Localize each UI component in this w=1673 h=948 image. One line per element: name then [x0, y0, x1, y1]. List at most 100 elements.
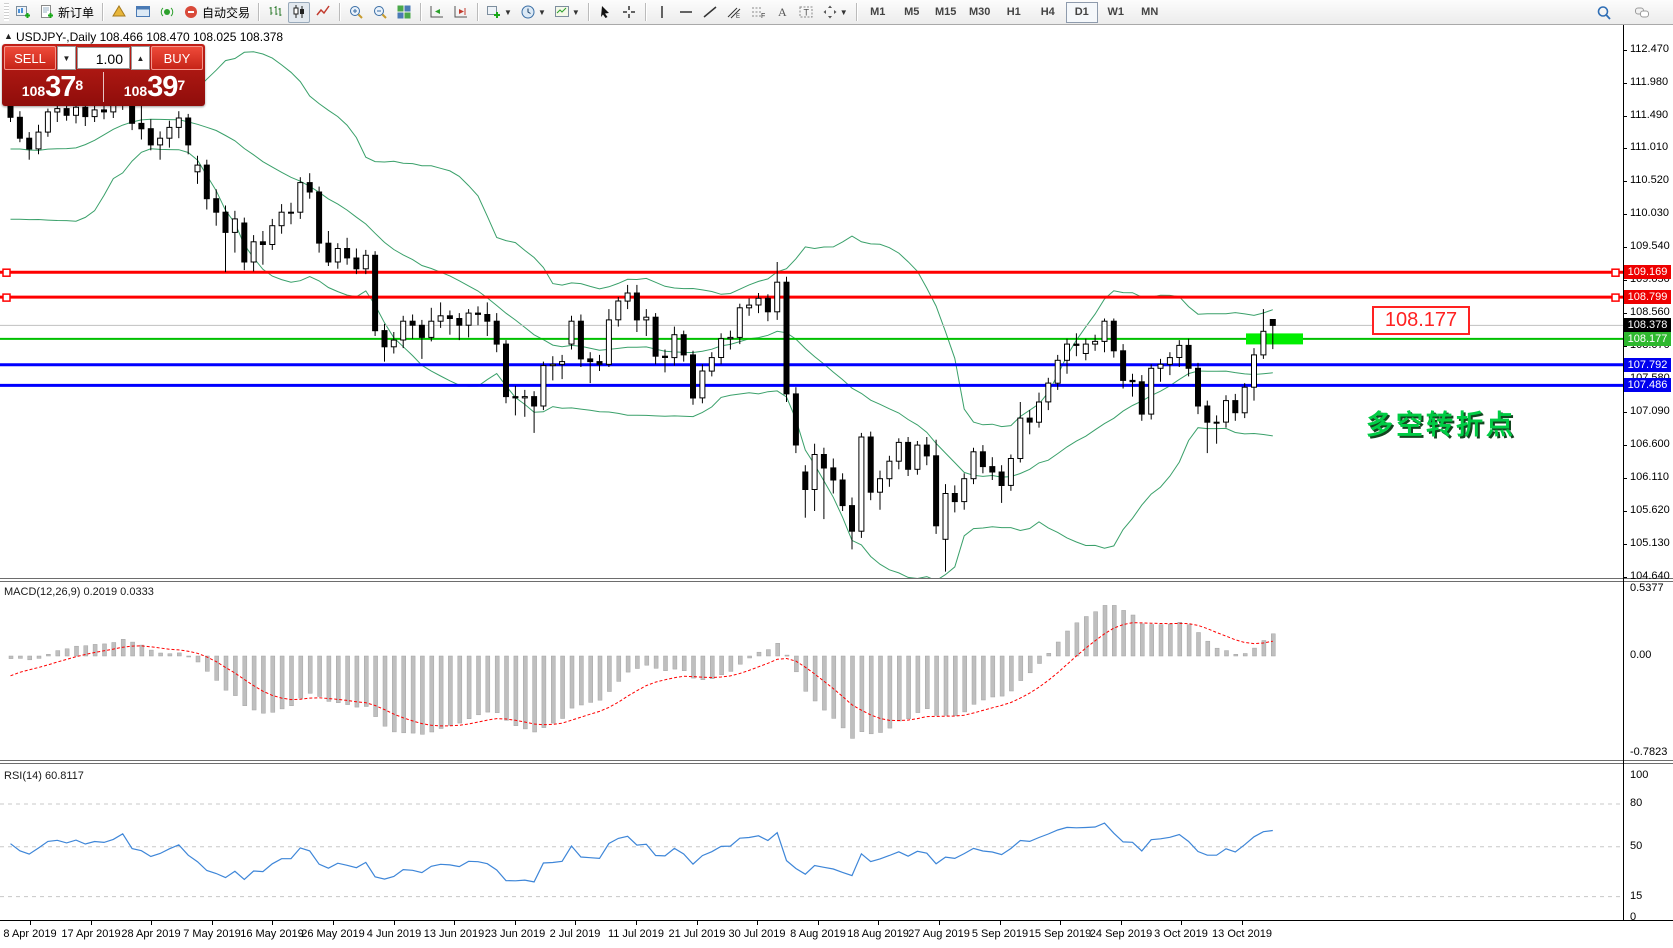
- date-tick: [878, 921, 879, 925]
- volume-increase-button[interactable]: ▲: [131, 46, 150, 70]
- macd-canvas[interactable]: [0, 582, 1623, 760]
- candle-body: [475, 312, 481, 315]
- svg-text:F: F: [761, 13, 765, 20]
- line-handle[interactable]: [2, 268, 11, 277]
- candle-body: [540, 365, 547, 407]
- macd-bar: [971, 655, 977, 705]
- navigator-button[interactable]: [156, 2, 178, 23]
- sell-price-big: 37: [45, 71, 76, 103]
- zoom-out-button[interactable]: [369, 2, 391, 23]
- community-button[interactable]: [1631, 2, 1653, 23]
- macd-bar: [663, 655, 668, 671]
- arrows-button[interactable]: ▼: [819, 2, 851, 23]
- level-highlight-rect[interactable]: [1246, 333, 1303, 345]
- volume-decrease-button[interactable]: ▼: [57, 46, 76, 70]
- timeframe-d1-button[interactable]: D1: [1065, 1, 1098, 23]
- macd-bar: [1121, 610, 1126, 657]
- macd-bar: [130, 641, 135, 657]
- timeframe-mn-button[interactable]: MN: [1141, 6, 1159, 18]
- panel-separator[interactable]: [0, 578, 1673, 582]
- timeframe-h4-button[interactable]: H4: [1040, 6, 1055, 18]
- macd-bar: [962, 655, 967, 713]
- crosshair-button[interactable]: [618, 2, 640, 23]
- macd-bar: [878, 655, 883, 733]
- one-click-collapse-icon[interactable]: ▲: [4, 31, 13, 41]
- line-handle[interactable]: [2, 293, 11, 302]
- data-window-button[interactable]: [132, 2, 154, 23]
- buy-price[interactable]: 108 39 7: [104, 70, 205, 104]
- vertical-line-button[interactable]: [651, 2, 673, 23]
- toolbar-grip[interactable]: [4, 3, 9, 21]
- macd-axis-label: 0.00: [1630, 649, 1652, 661]
- text-button[interactable]: A: [771, 2, 793, 23]
- horizontal-line-button[interactable]: [675, 2, 697, 23]
- candle-body: [194, 164, 201, 173]
- volume-input[interactable]: 1.00: [77, 47, 130, 69]
- templates-button[interactable]: ▼: [551, 2, 583, 23]
- timeframe-m30-button[interactable]: M30: [969, 6, 991, 18]
- timeframe-w1-button[interactable]: W1: [1107, 6, 1124, 18]
- candle-body: [605, 319, 612, 365]
- search-button[interactable]: [1593, 2, 1615, 23]
- macd-bar: [953, 655, 958, 716]
- rsi-label: RSI(14) 60.8117: [4, 770, 84, 782]
- zoom-out-icon: [374, 6, 387, 19]
- rsi-axis-label: 50: [1630, 840, 1643, 852]
- candle-body: [1045, 382, 1052, 403]
- macd-bar: [139, 644, 145, 657]
- annotation-text[interactable]: 多空转折点: [1366, 410, 1516, 440]
- candle-body: [942, 493, 949, 540]
- panel-separator[interactable]: [0, 760, 1673, 764]
- tile-windows-button[interactable]: [393, 2, 415, 23]
- price-tick-label: 109.540: [1630, 240, 1670, 252]
- autotrading-button[interactable]: 自动交易: [180, 2, 253, 23]
- dropdown-arrow-icon[interactable]: ▼: [571, 7, 580, 17]
- macd-bar: [1037, 655, 1042, 664]
- buy-button[interactable]: BUY: [151, 46, 203, 70]
- timeframe-h1-button[interactable]: H1: [1006, 6, 1021, 18]
- price-callout-label[interactable]: 108.177: [1372, 306, 1470, 335]
- timeframe-m15-button[interactable]: M15: [935, 6, 957, 18]
- trendline-button[interactable]: [699, 2, 721, 23]
- candle-body: [1092, 340, 1099, 345]
- equidistant-channel-button[interactable]: E: [723, 2, 745, 23]
- fibonacci-button[interactable]: F: [747, 2, 769, 23]
- new-chart-button[interactable]: [12, 2, 34, 23]
- candle-body: [503, 343, 509, 398]
- time-axis[interactable]: 8 Apr 2019 17 Apr 2019 28 Apr 2019 7 May 20…: [0, 920, 1673, 948]
- dropdown-arrow-icon[interactable]: ▼: [537, 7, 546, 17]
- timeframe-m5-button[interactable]: M5: [904, 6, 920, 18]
- periods-button[interactable]: ▼: [517, 2, 549, 23]
- timeframe-m1-button[interactable]: M1: [870, 6, 886, 18]
- new-order-button[interactable]: 新订单: [36, 2, 97, 23]
- auto-scroll-button[interactable]: [426, 2, 448, 23]
- line-handle[interactable]: [1611, 268, 1620, 277]
- zoom-in-button[interactable]: [345, 2, 367, 23]
- sell-button[interactable]: SELL: [4, 46, 56, 70]
- market-watch-button[interactable]: [108, 2, 130, 23]
- price-tick: [1623, 478, 1627, 479]
- cursor-icon: [600, 6, 609, 18]
- sell-price[interactable]: 108 37 8: [2, 70, 103, 104]
- text-label-button[interactable]: T: [795, 2, 817, 23]
- autotrading-icon: [185, 6, 198, 18]
- rsi-canvas[interactable]: [0, 766, 1623, 920]
- dropdown-arrow-icon[interactable]: ▼: [504, 7, 512, 17]
- candle-body: [1176, 344, 1183, 358]
- candlestick-chart-button[interactable]: [288, 1, 311, 23]
- dropdown-arrow-icon[interactable]: ▼: [839, 7, 848, 17]
- chart-shift-button[interactable]: [450, 2, 472, 23]
- toolbar-separator: [587, 3, 589, 21]
- candle-body: [783, 281, 790, 395]
- bar-chart-button[interactable]: [264, 2, 286, 23]
- price-tick-label: 104.640: [1630, 570, 1670, 582]
- line-handle[interactable]: [1611, 293, 1620, 302]
- price-chart-canvas[interactable]: [0, 25, 1623, 578]
- svg-text:A: A: [778, 5, 787, 19]
- indicators-button[interactable]: ▼: [483, 2, 515, 23]
- cursor-button[interactable]: [594, 2, 616, 23]
- macd-bar: [588, 655, 593, 703]
- candle-body: [998, 471, 1005, 486]
- macd-bar: [36, 655, 42, 659]
- line-chart-button[interactable]: [312, 2, 334, 23]
